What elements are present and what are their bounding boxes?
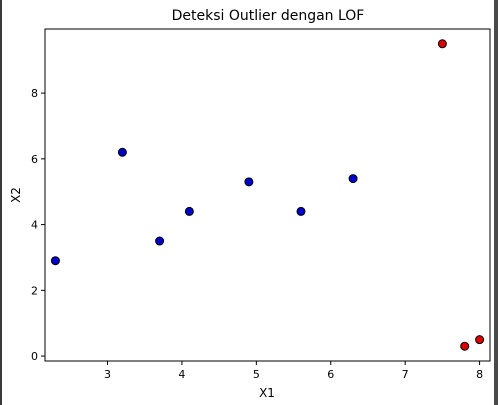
x-tick-label: 6 (327, 368, 334, 381)
y-tick-label: 0 (31, 350, 38, 363)
outlier-point (437, 39, 447, 49)
window-edge-right (494, 0, 498, 405)
x-axis-ticks: 3 4 5 6 7 8 (104, 361, 483, 381)
inlier-point (296, 206, 306, 216)
y-tick-label: 6 (31, 153, 38, 166)
y-tick-label: 8 (31, 87, 38, 100)
x-tick-label: 8 (476, 368, 483, 381)
inlier-point (50, 256, 60, 266)
data-points (50, 39, 485, 351)
inlier-point (155, 236, 165, 246)
window-edge-left (0, 0, 2, 405)
x-axis-label: X1 (259, 386, 275, 400)
x-tick-label: 7 (402, 368, 409, 381)
chart-title: Deteksi Outlier dengan LOF (172, 8, 365, 24)
y-axis-ticks: 0 2 4 6 8 (31, 87, 45, 363)
x-tick-label: 4 (178, 368, 185, 381)
inlier-point (117, 147, 127, 157)
y-tick-label: 2 (31, 284, 38, 297)
x-tick-label: 3 (104, 368, 111, 381)
inlier-point (184, 206, 194, 216)
plot-area (44, 28, 491, 362)
y-tick-label: 4 (31, 219, 38, 232)
outlier-point (460, 341, 470, 351)
x-tick-label: 5 (253, 368, 260, 381)
y-axis-label: X2 (9, 187, 23, 203)
outlier-point (475, 335, 485, 345)
inlier-point (348, 174, 358, 184)
inlier-point (244, 177, 254, 187)
